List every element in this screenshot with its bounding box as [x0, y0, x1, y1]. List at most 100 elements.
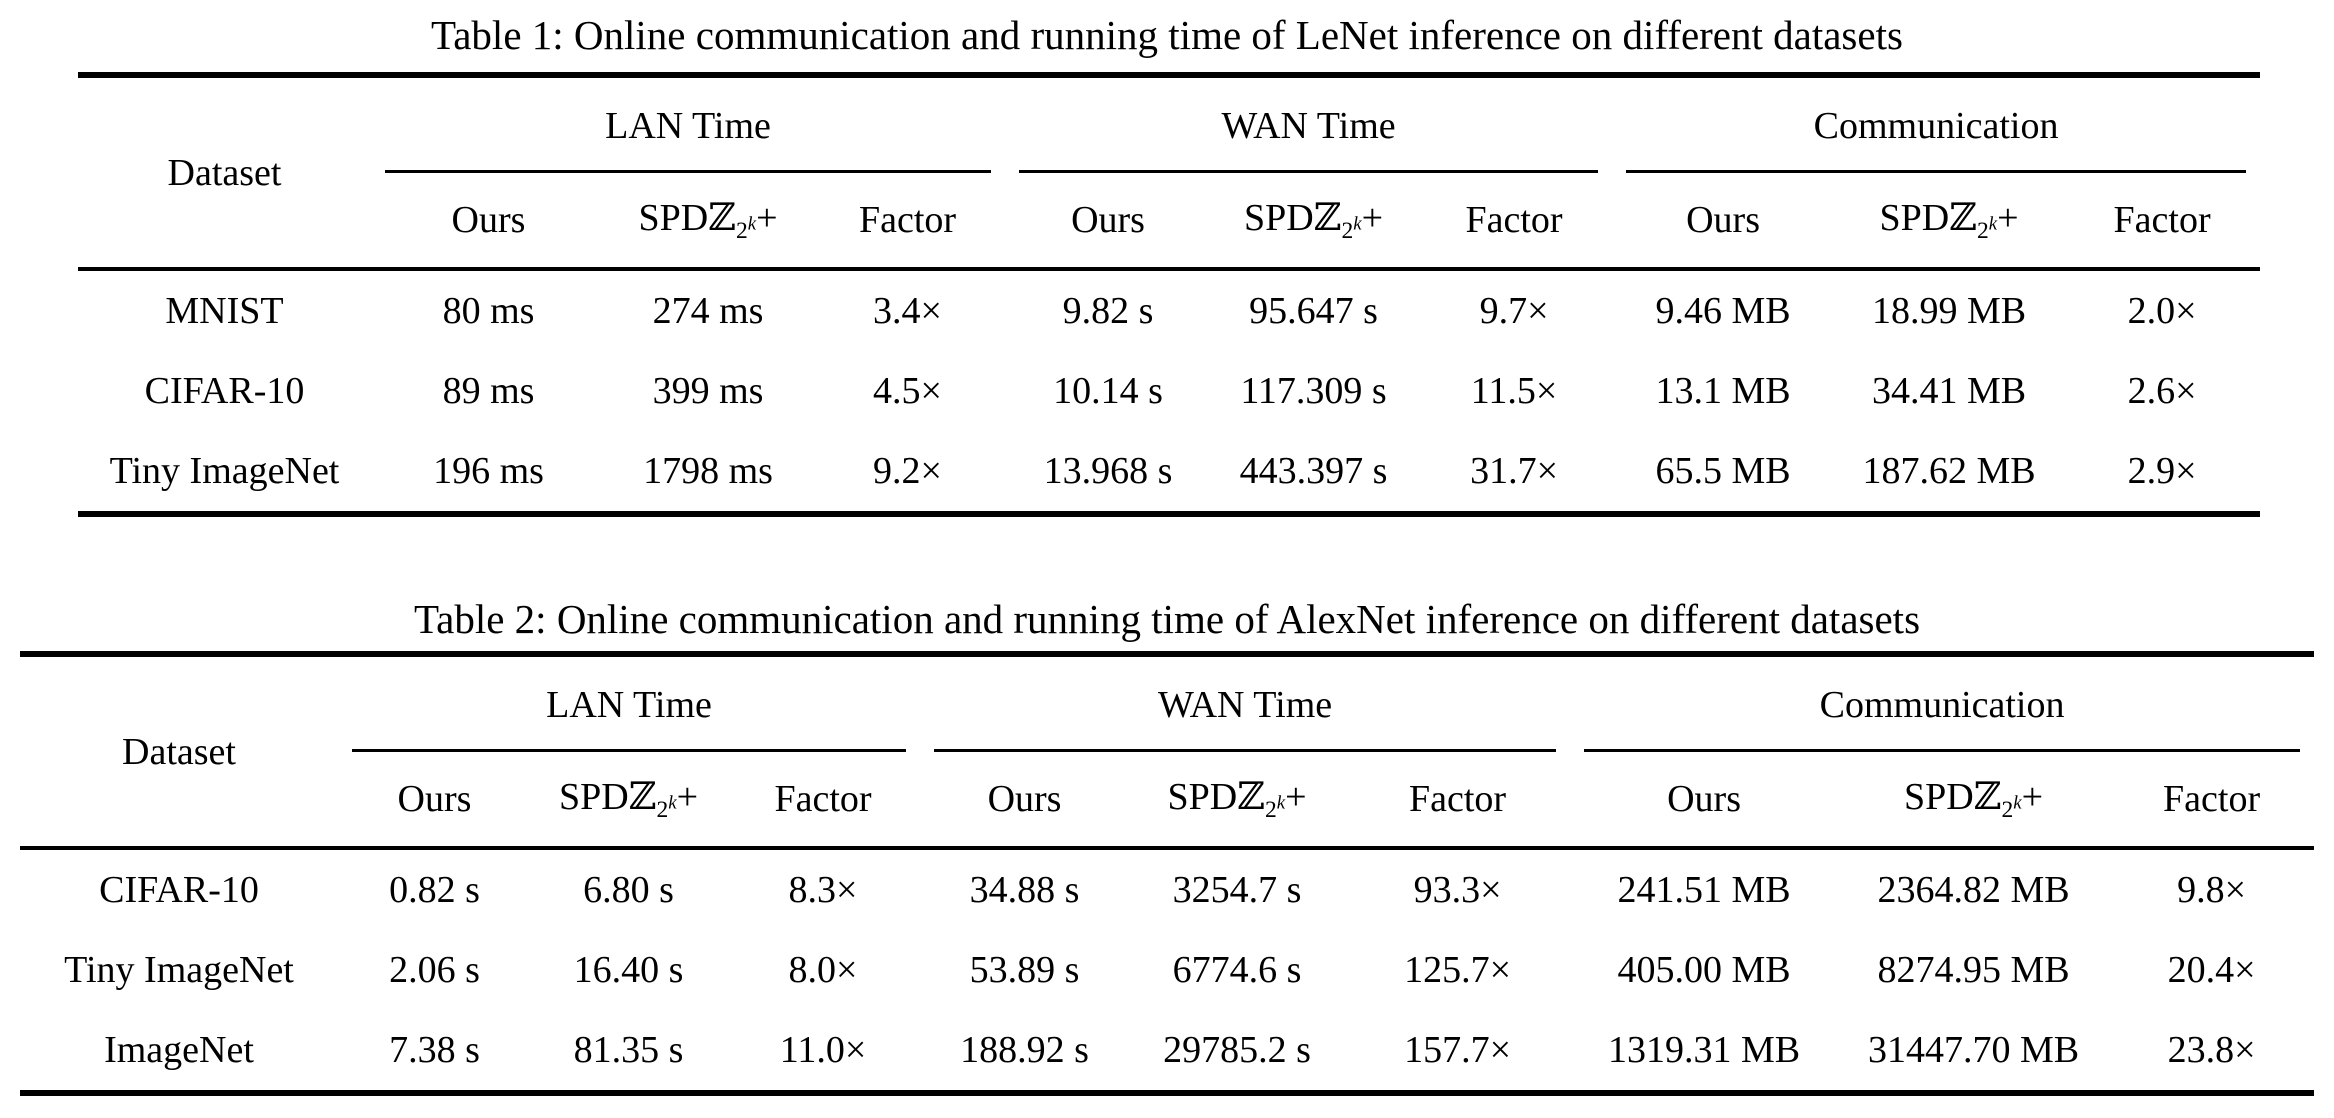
cell-wan-spdz: 3254.7 s [1172, 869, 1302, 911]
table-row-cifar10: CIFAR-10 0.82 s 6.80 s 8.3× 34.88 s 3254… [20, 848, 2314, 930]
cell-dataset: ImageNet [104, 1029, 254, 1071]
cell-wan-factor: 125.7× [1404, 949, 1512, 991]
cell-comm-ours: 1319.31 MB [1607, 1029, 1801, 1071]
table1-header-wan-ours: Ours [1005, 173, 1212, 271]
table1-sub-header-row: Ours SPDℤ2k+ Factor Ours SPDℤ2k+ Factor … [78, 173, 2261, 271]
table1-header-comm-spdz: SPDℤ2k+ [1834, 173, 2065, 271]
cell-wan-factor: 157.7× [1404, 1029, 1512, 1071]
cmidrule [934, 749, 1557, 752]
spdz-z-blackboard: ℤ [628, 774, 657, 819]
cell-comm-ours: 13.1 MB [1655, 370, 1791, 412]
table2-header-comm-ours: Ours [1570, 752, 1839, 850]
spdz-z-blackboard: ℤ [1313, 195, 1342, 240]
table2-header-wan-factor: Factor [1345, 752, 1571, 850]
cell-lan-spdz: 274 ms [652, 290, 764, 332]
table2-header-communication: Communication [1570, 654, 2314, 752]
group-label: WAN Time [1221, 104, 1396, 147]
cell-wan-spdz: 95.647 s [1249, 290, 1378, 332]
cell-comm-factor: 2.6× [2127, 370, 2197, 412]
cell-comm-factor: 2.9× [2127, 450, 2197, 492]
cell-lan-ours: 0.82 s [389, 869, 480, 911]
table2-header-lan-ours: Ours [338, 752, 531, 850]
group-label: Communication [1819, 683, 2065, 726]
cell-comm-spdz: 31447.70 MB [1867, 1029, 2080, 1071]
cell-comm-spdz: 2364.82 MB [1877, 869, 2070, 911]
cell-dataset: CIFAR-10 [144, 370, 305, 412]
spdz-label: SPDℤ2k+ [638, 195, 778, 244]
cmidrule [385, 170, 992, 173]
cell-comm-factor: 9.8× [2177, 869, 2247, 911]
cell-lan-factor: 11.0× [779, 1029, 867, 1071]
table1-header-wan-factor: Factor [1416, 173, 1613, 271]
spdz-label: SPDℤ2k+ [1904, 774, 2044, 823]
table2-header-dataset: Dataset [20, 654, 338, 850]
table1-header-comm-factor: Factor [2064, 173, 2261, 271]
group-label: Communication [1813, 104, 2059, 147]
cell-comm-spdz: 34.41 MB [1871, 370, 2027, 412]
cell-dataset: CIFAR-10 [99, 869, 259, 911]
table1-header-lan-time: LAN Time [371, 75, 1005, 173]
table2-header-comm-factor: Factor [2109, 752, 2315, 850]
group-label: WAN Time [1157, 683, 1333, 726]
table2-header-comm-spdz: SPDℤ2k+ [1838, 752, 2110, 850]
cell-comm-ours: 241.51 MB [1617, 869, 1791, 911]
table-row-tiny-imagenet: Tiny ImageNet 196 ms 1798 ms 9.2× 13.968… [78, 431, 2260, 514]
spdz-z-blackboard: ℤ [1949, 195, 1977, 240]
table2-group-header-row: Dataset LAN Time WAN Time Communication [20, 654, 2314, 850]
table2-header-wan-ours: Ours [920, 752, 1130, 850]
cell-lan-factor: 9.2× [873, 450, 942, 492]
group-label: LAN Time [605, 104, 771, 147]
spdz-label: SPDℤ2k+ [1879, 195, 2019, 244]
cell-wan-factor: 31.7× [1470, 450, 1559, 492]
spdz-label: SPDℤ2k+ [1167, 774, 1307, 823]
cell-comm-spdz: 187.62 MB [1862, 450, 2036, 492]
table1-group-header-row: Dataset LAN Time WAN Time Communication [78, 75, 2260, 271]
cell-wan-ours: 9.82 s [1062, 290, 1154, 332]
cell-lan-spdz: 399 ms [652, 370, 764, 412]
cell-wan-spdz: 117.309 s [1240, 370, 1387, 412]
group-label: LAN Time [546, 683, 712, 726]
table1-caption: Table 1: Online communication and runnin… [431, 12, 1903, 58]
table1-header-lan-ours: Ours [371, 173, 606, 271]
table1-header-dataset: Dataset [78, 75, 371, 271]
table1-header-communication: Communication [1612, 75, 2260, 173]
table1-header-wan-spdz: SPDℤ2k+ [1211, 173, 1417, 271]
cmidrule [352, 749, 907, 752]
cell-wan-spdz: 29785.2 s [1163, 1029, 1311, 1071]
cell-lan-spdz: 16.40 s [573, 949, 684, 991]
cell-comm-factor: 23.8× [2167, 1029, 2256, 1071]
cell-lan-factor: 8.3× [788, 869, 858, 911]
cell-dataset: Tiny ImageNet [109, 450, 340, 492]
cell-lan-ours: 80 ms [442, 290, 535, 332]
table1-header-wan-time: WAN Time [1005, 75, 1612, 173]
table2-alexnet: Dataset LAN Time WAN Time Communication … [20, 651, 2315, 1096]
cell-wan-spdz: 443.397 s [1239, 450, 1388, 492]
cell-lan-ours: 2.06 s [389, 949, 480, 991]
table1-lenet: Dataset LAN Time WAN Time Communication … [78, 72, 2261, 517]
cell-comm-ours: 9.46 MB [1655, 290, 1791, 332]
cell-comm-factor: 2.0× [2127, 290, 2197, 332]
cell-wan-ours: 188.92 s [960, 1029, 1089, 1071]
cell-wan-ours: 10.14 s [1053, 370, 1163, 412]
table2-header-wan-spdz: SPDℤ2k+ [1129, 752, 1346, 850]
cmidrule [1584, 749, 2301, 752]
cell-lan-ours: 89 ms [442, 370, 535, 412]
cell-lan-spdz: 81.35 s [573, 1029, 684, 1071]
table1-header-comm-ours: Ours [1612, 173, 1835, 271]
cell-wan-factor: 9.7× [1479, 290, 1549, 332]
cell-dataset: MNIST [165, 290, 284, 332]
cell-wan-factor: 93.3× [1413, 869, 1502, 911]
table2-header-lan-factor: Factor [726, 752, 921, 850]
cell-comm-ours: 405.00 MB [1617, 949, 1791, 991]
spdz-label: SPDℤ2k+ [558, 774, 699, 823]
table2-header-lan-spdz: SPDℤ2k+ [531, 752, 726, 850]
cell-comm-ours: 65.5 MB [1655, 450, 1791, 492]
spdz-z-blackboard: ℤ [1973, 774, 2002, 819]
cmidrule [1019, 170, 1599, 173]
table2-sub-header-row: Ours SPDℤ2k+ Factor Ours SPDℤ2k+ Factor … [20, 752, 2315, 850]
cell-dataset: Tiny ImageNet [64, 949, 294, 991]
cell-lan-ours: 7.38 s [389, 1029, 480, 1071]
cell-comm-spdz: 8274.95 MB [1877, 949, 2070, 991]
table1-header-lan-factor: Factor [810, 173, 1006, 271]
cell-comm-spdz: 18.99 MB [1871, 290, 2027, 332]
